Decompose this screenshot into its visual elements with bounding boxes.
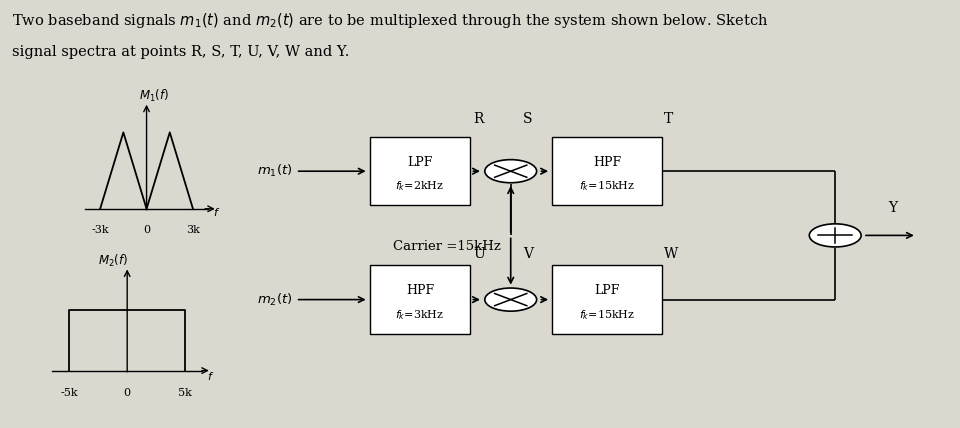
Circle shape: [485, 288, 537, 311]
Text: $f_k$=15kHz: $f_k$=15kHz: [579, 308, 636, 321]
Text: $m_2(t)$: $m_2(t)$: [257, 291, 293, 308]
Text: LPF: LPF: [594, 284, 620, 297]
Text: Two baseband signals $m_1(t)$ and $m_2(t)$ are to be multiplexed through the sys: Two baseband signals $m_1(t)$ and $m_2(t…: [12, 11, 769, 30]
FancyBboxPatch shape: [552, 265, 662, 334]
Text: HPF: HPF: [406, 284, 434, 297]
FancyBboxPatch shape: [370, 265, 470, 334]
Text: $f_k$=15kHz: $f_k$=15kHz: [579, 179, 636, 193]
Text: $m_1(t)$: $m_1(t)$: [257, 163, 293, 179]
Text: $M_2(f)$: $M_2(f)$: [98, 253, 129, 269]
Text: HPF: HPF: [593, 156, 621, 169]
FancyBboxPatch shape: [370, 137, 470, 205]
Text: signal spectra at points R, S, T, U, V, W and Y.: signal spectra at points R, S, T, U, V, …: [12, 45, 349, 59]
Text: $f$: $f$: [207, 370, 214, 382]
Text: Y: Y: [888, 201, 898, 214]
Text: U: U: [473, 247, 485, 261]
Text: $f$: $f$: [212, 206, 220, 218]
Text: $M_1(f)$: $M_1(f)$: [139, 88, 169, 104]
Text: Carrier =15kHz: Carrier =15kHz: [394, 240, 501, 253]
Text: LPF: LPF: [407, 156, 433, 169]
Circle shape: [485, 160, 537, 183]
Text: $f_k$=3kHz: $f_k$=3kHz: [396, 308, 444, 321]
Circle shape: [809, 224, 861, 247]
Text: W: W: [664, 247, 679, 261]
Text: R: R: [473, 112, 484, 126]
FancyBboxPatch shape: [552, 137, 662, 205]
Text: V: V: [523, 247, 533, 261]
Text: $f_k$=2kHz: $f_k$=2kHz: [396, 179, 444, 193]
Text: S: S: [523, 112, 533, 126]
Text: T: T: [664, 112, 674, 126]
